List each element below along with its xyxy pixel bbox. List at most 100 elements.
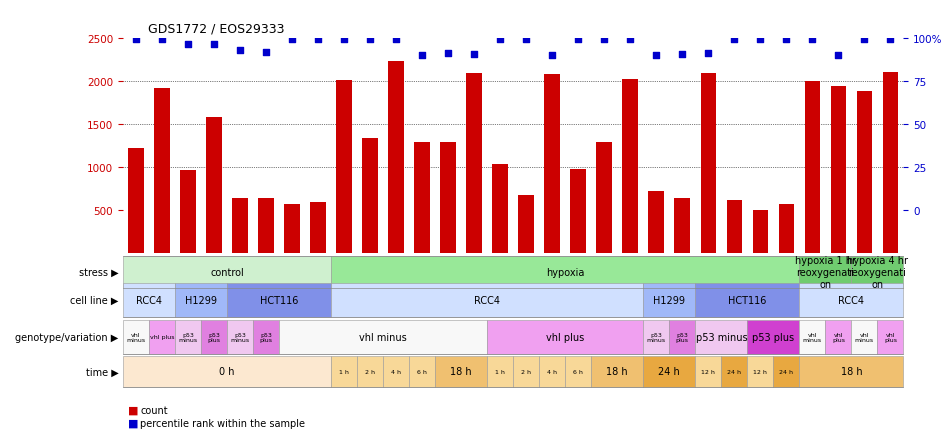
Text: RCC4: RCC4 — [474, 296, 500, 305]
Bar — [414, 142, 429, 254]
Text: genotype/variation ▶: genotype/variation ▶ — [15, 332, 118, 342]
Point — [753, 36, 768, 43]
Bar — [883, 72, 898, 254]
Text: 6 h: 6 h — [417, 369, 427, 374]
Point — [389, 36, 404, 43]
Bar — [129, 148, 144, 254]
Point — [701, 50, 716, 57]
Text: RCC4: RCC4 — [136, 296, 162, 305]
Text: HCT116: HCT116 — [728, 296, 766, 305]
Bar — [857, 92, 872, 254]
Text: 24 h: 24 h — [780, 369, 794, 374]
Text: vhl plus: vhl plus — [149, 335, 174, 340]
Bar — [596, 143, 612, 254]
Point — [727, 36, 742, 43]
Bar — [622, 80, 638, 254]
Point — [805, 36, 820, 43]
Point — [441, 50, 456, 57]
Text: 18 h: 18 h — [606, 367, 628, 376]
Point — [129, 36, 144, 43]
Point — [883, 36, 898, 43]
Bar — [544, 75, 560, 254]
Point — [545, 52, 560, 59]
Text: p53
minus: p53 minus — [231, 332, 250, 342]
Bar — [310, 202, 325, 254]
Bar — [206, 117, 221, 254]
Text: hypoxia: hypoxia — [546, 267, 585, 277]
Text: 4 h: 4 h — [547, 369, 557, 374]
Bar — [180, 171, 196, 254]
Point — [857, 36, 872, 43]
Bar — [518, 195, 534, 254]
Point — [362, 36, 377, 43]
Bar — [570, 170, 586, 254]
Bar — [752, 210, 768, 254]
Text: vhl
minus: vhl minus — [855, 332, 874, 342]
Point — [649, 52, 664, 59]
Point — [310, 36, 325, 43]
Bar — [831, 87, 846, 254]
Text: vhl minus: vhl minus — [359, 332, 407, 342]
Point — [206, 42, 221, 49]
Text: vhl plus: vhl plus — [546, 332, 585, 342]
Text: ■: ■ — [128, 418, 138, 428]
Text: cell line ▶: cell line ▶ — [70, 296, 118, 305]
Bar — [727, 201, 742, 254]
Point — [285, 36, 300, 43]
Text: p53
plus: p53 plus — [207, 332, 220, 342]
Text: time ▶: time ▶ — [85, 367, 118, 376]
Text: p53 plus: p53 plus — [752, 332, 795, 342]
Bar — [154, 89, 170, 254]
Point — [597, 36, 612, 43]
Bar — [258, 199, 274, 254]
Point — [570, 36, 586, 43]
Text: H1299: H1299 — [185, 296, 217, 305]
Text: 24 h: 24 h — [727, 369, 742, 374]
Text: 24 h: 24 h — [658, 367, 680, 376]
Bar — [362, 139, 377, 254]
Point — [622, 36, 638, 43]
Bar — [284, 204, 300, 254]
Text: 12 h: 12 h — [701, 369, 715, 374]
Text: p53
plus: p53 plus — [675, 332, 689, 342]
Point — [154, 36, 169, 43]
Text: 1 h: 1 h — [496, 369, 505, 374]
Point — [337, 36, 352, 43]
Text: vhl
plus: vhl plus — [832, 332, 845, 342]
Bar — [804, 82, 820, 254]
Bar — [648, 192, 664, 254]
Bar — [674, 199, 690, 254]
Text: 2 h: 2 h — [521, 369, 532, 374]
Text: control: control — [210, 267, 244, 277]
Text: HCT116: HCT116 — [260, 296, 298, 305]
Point — [233, 48, 248, 55]
Point — [414, 52, 429, 59]
Text: 18 h: 18 h — [450, 367, 472, 376]
Text: RCC4: RCC4 — [838, 296, 865, 305]
Bar — [466, 73, 482, 254]
Text: p53
minus: p53 minus — [179, 332, 198, 342]
Bar — [233, 199, 248, 254]
Point — [181, 42, 196, 49]
Bar — [440, 142, 456, 254]
Text: hypoxia 1 hr
reoxygenati
on: hypoxia 1 hr reoxygenati on — [795, 256, 856, 289]
Point — [518, 36, 534, 43]
Text: count: count — [140, 405, 167, 415]
Text: percentile rank within the sample: percentile rank within the sample — [140, 418, 305, 428]
Bar — [388, 62, 404, 254]
Text: 2 h: 2 h — [365, 369, 376, 374]
Text: p53
minus: p53 minus — [647, 332, 666, 342]
Text: vhl
plus: vhl plus — [884, 332, 897, 342]
Text: p53
plus: p53 plus — [259, 332, 272, 342]
Text: 0 h: 0 h — [219, 367, 235, 376]
Bar — [779, 204, 794, 254]
Text: vhl
minus: vhl minus — [127, 332, 146, 342]
Bar — [700, 73, 716, 254]
Text: p53 minus: p53 minus — [695, 332, 747, 342]
Bar — [492, 164, 508, 254]
Point — [831, 52, 846, 59]
Text: H1299: H1299 — [654, 296, 685, 305]
Point — [466, 51, 482, 58]
Text: 6 h: 6 h — [573, 369, 583, 374]
Point — [779, 36, 794, 43]
